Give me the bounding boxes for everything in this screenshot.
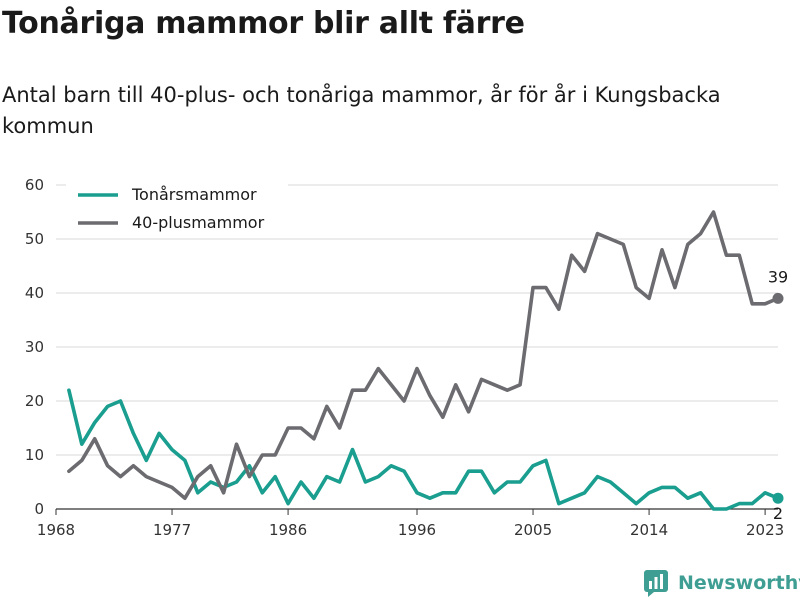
y-tick-label: 50: [25, 230, 44, 248]
axes: 0 10 20 30 40 50 60 1968 1977 1986 1996 2005 2014 202…: [25, 176, 784, 539]
line-chart: 0 10 20 30 40 50 60 1968 1977 1986 1996 2005 2014 202…: [25, 176, 788, 539]
series-end-point-0: [772, 492, 784, 504]
y-tick-label: 10: [25, 446, 44, 464]
y-tick-label: 30: [25, 338, 44, 356]
series-end-label-0: 2: [773, 504, 783, 523]
series-line-0: [67, 388, 780, 511]
y-tick-label: 40: [25, 284, 44, 302]
brand-name: Newsworthy: [678, 572, 800, 594]
series-end-label-1: 39: [768, 267, 788, 286]
y-tick-label: 0: [34, 500, 44, 518]
y-tick-label: 20: [25, 392, 44, 410]
page-title: Tonåriga mammor blir allt färre: [2, 6, 525, 41]
series-end-point-1: [772, 292, 784, 304]
x-tick-label: 2005: [514, 521, 552, 539]
x-tick-label: 1996: [398, 521, 436, 539]
legend-label-0: Tonårsmammor: [131, 185, 257, 204]
x-tick-label: 1968: [37, 521, 75, 539]
x-tick-label: 1986: [269, 521, 307, 539]
legend: Tonårsmammor 40-plusmammor: [66, 178, 288, 238]
series-lines: 2 39: [67, 210, 788, 523]
newsworthy-logo-icon: [644, 570, 668, 597]
legend-label-1: 40-plusmammor: [132, 213, 265, 232]
x-tick-label: 2014: [630, 521, 668, 539]
legend-background: [66, 178, 288, 238]
series-line-1: [67, 210, 780, 501]
x-tick-label: 2023: [746, 521, 784, 539]
brand-logo: Newsworthy: [644, 566, 800, 600]
y-tick-label: 60: [25, 176, 44, 194]
x-tick-label: 1977: [153, 521, 191, 539]
page-subtitle: Antal barn till 40-plus- och tonåriga ma…: [2, 83, 721, 138]
